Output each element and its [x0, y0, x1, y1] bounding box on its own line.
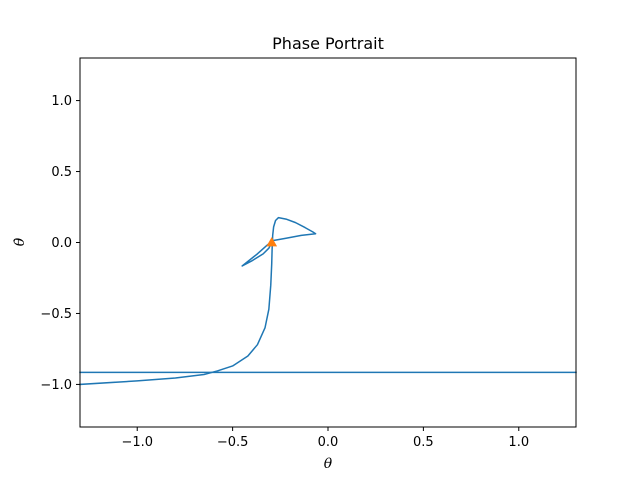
- y-axis-ticks: −1.0 −0.5 0.0 0.5 1.0: [40, 94, 80, 393]
- y-tick-label-1: −0.5: [40, 307, 72, 322]
- y-tick-label-2: 0.0: [51, 236, 72, 251]
- x-tick-label-4: 1.0: [508, 435, 529, 450]
- series-line-0: [79, 216, 317, 386]
- x-tick-label-0: −1.0: [121, 435, 153, 450]
- series-layer: [79, 216, 577, 386]
- x-axis-label: θ: [324, 456, 333, 472]
- marker-layer: [266, 236, 278, 247]
- x-axis-ticks: −1.0 −0.5 0.0 0.5 1.0: [121, 427, 529, 450]
- y-tick-label-4: 1.0: [51, 94, 72, 109]
- x-tick-label-1: −0.5: [217, 435, 249, 450]
- y-tick-label-3: 0.5: [51, 165, 72, 180]
- y-tick-label-0: −1.0: [40, 378, 72, 393]
- marker-0: [266, 236, 278, 247]
- y-axis-label: θ̇: [12, 237, 28, 246]
- x-tick-label-2: 0.0: [318, 435, 339, 450]
- chart-title: Phase Portrait: [272, 34, 384, 53]
- x-tick-label-3: 0.5: [413, 435, 434, 450]
